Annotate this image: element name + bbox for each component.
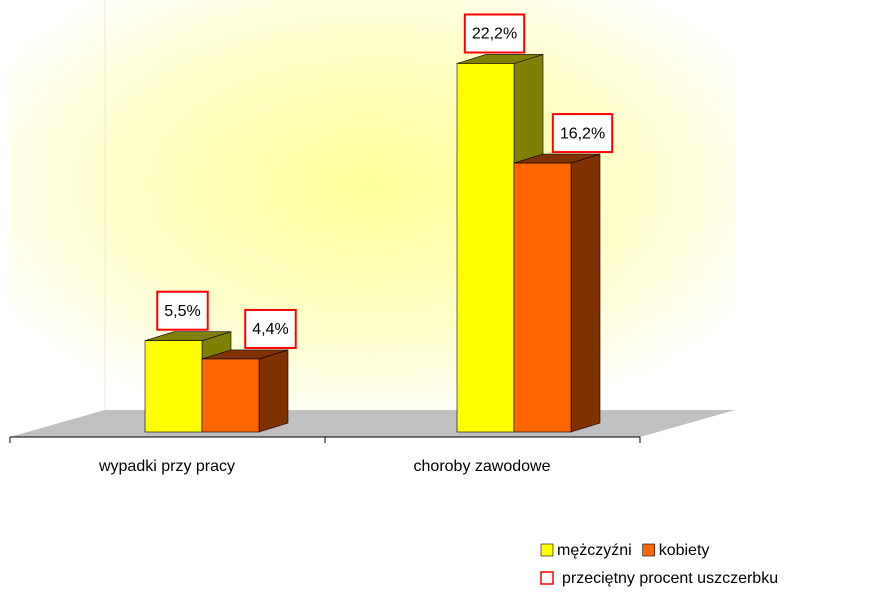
bar-front — [456, 63, 515, 433]
data-label-box — [551, 113, 614, 154]
data-label: 22,2% — [472, 26, 517, 43]
x-tick-label: wypadki przy pracy — [98, 458, 235, 475]
data-label-box — [156, 290, 209, 331]
bar — [201, 349, 289, 433]
data-label: 5,5% — [164, 303, 200, 320]
legend-label: przeciętny procent uszczerbku — [562, 570, 778, 587]
x-tick-label: choroby zawodowe — [414, 458, 551, 475]
legend-swatch — [540, 543, 554, 557]
bar-front — [144, 340, 203, 433]
bar-side — [258, 349, 289, 433]
data-label-box — [463, 13, 526, 54]
legend-swatch — [540, 571, 554, 585]
data-label: 4,4% — [252, 321, 288, 338]
legend-label: kobiety — [659, 542, 710, 559]
bars — [144, 54, 601, 433]
legend-label: mężczyźni — [557, 542, 632, 559]
bar-side — [570, 153, 601, 433]
floor — [10, 410, 735, 437]
bar-front — [513, 162, 572, 433]
bar — [513, 153, 601, 433]
legend: mężczyźni kobiety przeciętny procent uszcz… — [540, 542, 778, 587]
legend-swatch — [642, 543, 655, 557]
data-label-box — [244, 308, 297, 349]
data-label: 16,2% — [560, 125, 605, 142]
back-wall — [10, 0, 735, 412]
bar-front — [201, 358, 260, 433]
